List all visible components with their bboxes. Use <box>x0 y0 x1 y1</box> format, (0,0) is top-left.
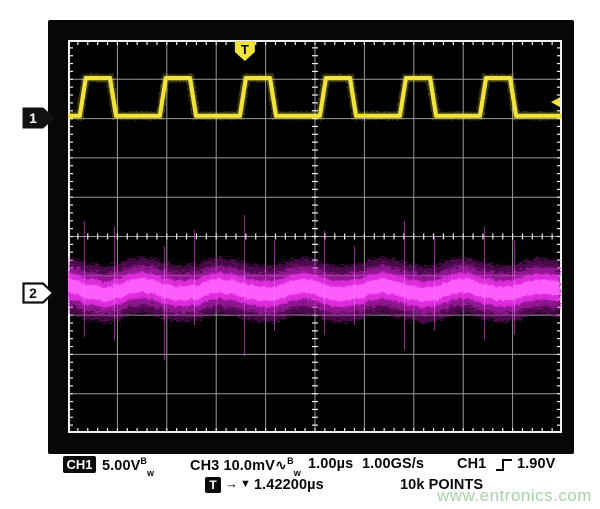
graticule-grid <box>68 40 562 433</box>
sample-rate-readout: 1.00GS/s <box>362 456 425 472</box>
ch3-bw-limit-icon: Bw <box>287 456 301 478</box>
trigger-delay-readout: 1.42200µs <box>254 477 324 493</box>
record-length-readout: 10k POINTS <box>400 477 484 493</box>
ch1-readout-badge: CH1 <box>63 456 96 473</box>
bw-sup: B <box>140 456 148 466</box>
trigger-source-readout: CH1 <box>457 456 487 472</box>
ch3-scale-value: 10.0mV <box>223 457 275 474</box>
ch1-ground-marker: 1 <box>22 107 55 129</box>
ch3-scale-readout: CH3 10.0mV∿Bw <box>190 456 301 478</box>
watermark: www.entronics.com <box>437 486 592 505</box>
ch1-badge-label: CH1 <box>66 457 93 472</box>
ch2-marker-arrow-icon <box>22 282 55 304</box>
trigger-badge: T <box>205 477 221 493</box>
timebase-readout: 1.00µs <box>308 456 354 472</box>
ch1-scale-readout: 5.00VBw <box>102 456 154 478</box>
trigger-cursor-icon: ▼ <box>240 478 251 490</box>
trigger-arrow-icon: → <box>225 476 239 491</box>
bw-sub: w <box>293 467 301 478</box>
ch1-marker-label: 1 <box>29 110 37 126</box>
ch3-name: CH3 <box>190 457 220 474</box>
bw-sup: B <box>287 456 294 466</box>
trigger-markers: T <box>234 41 560 108</box>
ch1-bw-limit-icon: Bw <box>140 456 154 478</box>
ch1-marker-arrow-icon <box>22 107 55 129</box>
waveform-traces <box>68 74 562 377</box>
ch2-marker-label: 2 <box>29 285 37 301</box>
trigger-level-readout: 1.90V <box>517 456 556 472</box>
bw-sub: w <box>147 467 155 478</box>
ch2-ground-marker: 2 <box>22 282 55 304</box>
ac-coupling-icon: ∿ <box>274 457 288 474</box>
ch1-scale-value: 5.00V <box>102 457 141 474</box>
scope-graticule: T <box>68 40 562 433</box>
rising-edge-icon <box>496 459 512 471</box>
trigger-badge-label: T <box>209 478 217 492</box>
svg-text:T: T <box>241 42 249 57</box>
